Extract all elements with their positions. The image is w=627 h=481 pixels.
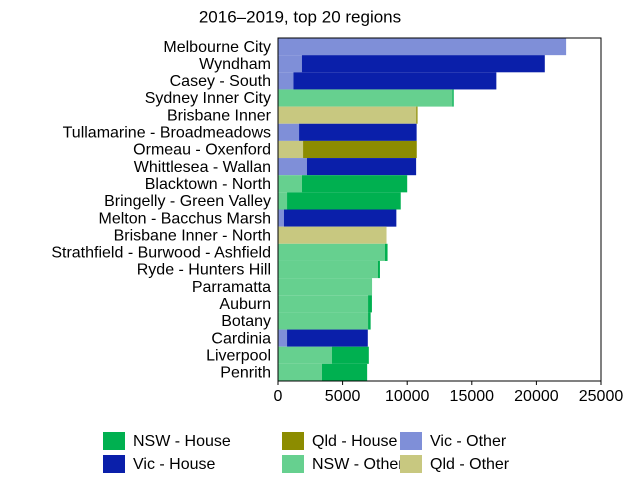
bar-segment <box>321 363 368 381</box>
bar-segment <box>278 243 385 261</box>
legend-label: Vic - House <box>133 456 216 473</box>
bar-segment <box>278 89 453 107</box>
y-tick-label: Auburn <box>219 296 271 313</box>
bar-segment <box>287 329 368 347</box>
bar-segment <box>368 312 371 330</box>
legend-swatch <box>282 432 304 450</box>
legend-swatch <box>282 455 304 473</box>
legend-label: NSW - House <box>133 433 231 450</box>
bar-segment <box>278 192 288 210</box>
bar-segment <box>306 158 417 176</box>
bar-segment <box>278 346 333 364</box>
y-tick-label: Sydney Inner City <box>145 90 271 107</box>
bar-segment <box>293 72 497 90</box>
x-tick-label: 25000 <box>579 388 624 405</box>
bar-segment <box>283 209 397 227</box>
bar-segment <box>278 158 307 176</box>
bar-segment <box>278 38 567 56</box>
y-tick-label: Ryde - Hunters Hill <box>137 262 271 279</box>
legend-label: NSW - Other <box>312 456 404 473</box>
y-tick-label: Botany <box>221 313 271 330</box>
x-tick-label: 10000 <box>385 388 430 405</box>
x-tick-label: 15000 <box>450 388 495 405</box>
y-tick-label: Melbourne City <box>163 39 271 56</box>
bar-segment <box>384 243 388 261</box>
bar-segment <box>378 260 380 279</box>
legend-swatch <box>400 432 422 450</box>
bar-segment <box>303 140 417 159</box>
bar-segment <box>278 175 302 193</box>
y-tick-label: Cardinia <box>211 330 271 347</box>
y-tick-label: Melton - Bacchus Marsh <box>98 210 271 227</box>
y-tick-label: Penrith <box>220 365 271 382</box>
legend-swatch <box>400 455 422 473</box>
bar-segment <box>278 226 387 244</box>
bar-segment <box>278 106 417 124</box>
plot-frame <box>277 37 602 382</box>
x-tick-label: 5000 <box>325 388 361 405</box>
bar-segment <box>299 123 417 141</box>
bar-segment <box>278 363 322 381</box>
legend-label: Qld - House <box>312 433 397 450</box>
bar-segment <box>301 175 408 193</box>
bar-segment <box>332 346 369 364</box>
x-tick-label: 0 <box>274 388 283 405</box>
bar-segment <box>452 89 454 107</box>
y-tick-label: Ormeau - Oxenford <box>133 142 271 159</box>
bar-segment <box>278 55 302 73</box>
bar-segment <box>278 260 379 279</box>
legend-swatch <box>103 455 125 473</box>
legend-swatch <box>103 432 125 450</box>
y-tick-label: Brisbane Inner <box>167 107 272 124</box>
y-tick-label: Bringelly - Green Valley <box>104 193 271 210</box>
bar-segment <box>278 123 300 141</box>
bar-segment <box>301 55 545 73</box>
bar-segment <box>287 192 401 210</box>
x-tick-label: 20000 <box>514 388 559 405</box>
bar-segment <box>278 295 369 313</box>
y-tick-label: Whittlesea - Wallan <box>134 159 271 176</box>
y-tick-label: Blacktown - North <box>145 176 271 193</box>
y-tick-label: Brisbane Inner - North <box>114 227 271 244</box>
bar-segment <box>278 72 294 90</box>
y-tick-label: Parramatta <box>192 279 271 296</box>
bar-segment <box>278 140 304 159</box>
y-tick-label: Strathfield - Burwood - Ashfield <box>51 245 271 262</box>
bar-segment <box>278 329 288 347</box>
y-tick-label: Liverpool <box>206 347 271 364</box>
legend-label: Qld - Other <box>430 456 510 473</box>
bar-segment <box>368 295 372 313</box>
bar-segment <box>416 106 418 124</box>
bar-segment <box>278 312 369 330</box>
y-tick-label: Tullamarine - Broadmeadows <box>63 125 271 142</box>
legend-label: Vic - Other <box>430 433 507 450</box>
y-tick-label: Casey - South <box>170 73 271 90</box>
chart-title: 2016–2019, top 20 regions <box>199 7 401 26</box>
bar-segment <box>278 278 373 296</box>
bar-segment <box>278 209 284 227</box>
y-tick-label: Wyndham <box>199 56 271 73</box>
